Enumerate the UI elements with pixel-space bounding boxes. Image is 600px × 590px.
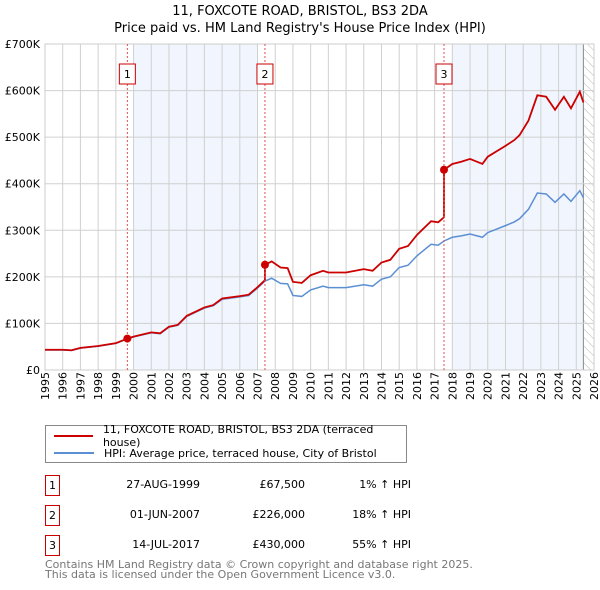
x-tick-label: 2018	[446, 372, 459, 400]
y-tick-label: £400K	[5, 178, 41, 191]
chart-subtitle: Price paid vs. HM Land Registry's House …	[114, 21, 486, 36]
x-tick-label: 2002	[163, 372, 176, 400]
x-tick-label: 2024	[553, 372, 566, 400]
transaction-hpi-change: 55% ↑ HPI	[352, 538, 411, 551]
x-tick-label: 2013	[358, 372, 371, 400]
legend-label-hpi: HPI: Average price, terraced house, City…	[104, 446, 377, 460]
sale-label-number: 1	[124, 68, 131, 81]
transaction-number: 2	[45, 505, 60, 526]
x-tick-label: 2003	[181, 372, 194, 400]
x-tick-label: 2017	[429, 372, 442, 400]
transaction-date: 27-AUG-1999	[126, 478, 200, 491]
x-tick-label: 1997	[74, 372, 87, 400]
footer-licence: This data is licensed under the Open Gov…	[45, 568, 396, 581]
sale-label-box	[435, 63, 453, 85]
footer: Contains HM Land Registry data © Crown c…	[45, 558, 473, 581]
x-tick-label: 2010	[305, 372, 318, 400]
transaction-hpi-change: 1% ↑ HPI	[359, 478, 411, 491]
sale-point	[123, 334, 132, 343]
sale-label-box	[256, 63, 274, 85]
legend-swatch-red	[54, 435, 93, 437]
sale-label-number: 2	[261, 68, 268, 81]
x-tick-label: 1998	[92, 372, 105, 400]
chart-title: 11, FOXCOTE ROAD, BRISTOL, BS3 2DA	[172, 4, 428, 19]
y-tick-label: £700K	[5, 38, 41, 51]
y-tick-label: £100K	[5, 317, 41, 330]
transaction-hpi-change: 18% ↑ HPI	[352, 508, 411, 521]
x-tick-label: 2000	[128, 372, 141, 400]
sale-point	[260, 260, 269, 269]
legend-label-property: 11, FOXCOTE ROAD, BRISTOL, BS3 2DA (terr…	[102, 423, 374, 449]
transaction-number: 3	[45, 535, 60, 556]
legend: 11, FOXCOTE ROAD, BRISTOL, BS3 2DA (terr…	[45, 423, 407, 463]
x-tick-label: 2026	[588, 372, 600, 400]
x-tick-label: 1999	[110, 372, 123, 400]
x-tick-label: 2011	[322, 372, 335, 400]
y-tick-label: £600K	[5, 85, 41, 98]
x-tick-label: 2019	[464, 372, 477, 400]
x-tick-label: 2005	[216, 372, 229, 400]
transaction-date: 01-JUN-2007	[129, 508, 200, 521]
x-tick-label: 2014	[375, 372, 388, 400]
y-tick-label: £500K	[5, 131, 41, 144]
transaction-row: 1 27-AUG-1999 £67,500 1% ↑ HPI	[45, 475, 465, 497]
sale-point	[439, 165, 448, 174]
x-tick-label: 2001	[145, 372, 158, 400]
x-tick-label: 2004	[198, 372, 211, 400]
transaction-price: £67,500	[259, 478, 306, 491]
price-chart: 1995 1996 1997 1998 1999 2000 2001 2002 2003 2004…	[5, 38, 600, 400]
transaction-date: 14-JUL-2017	[132, 538, 200, 551]
sale-label-number: 3	[440, 68, 447, 81]
transaction-row: 2 01-JUN-2007 £226,000 18% ↑ HPI	[45, 505, 465, 527]
plot-frame	[44, 43, 595, 371]
x-tick-label: 2023	[535, 372, 548, 400]
x-tick-label: 2006	[234, 372, 247, 400]
transaction-price: £430,000	[252, 538, 306, 551]
transaction-price: £226,000	[252, 508, 306, 521]
x-tick-label: 2016	[411, 372, 424, 400]
y-tick-label: £200K	[5, 271, 41, 284]
shaded-period	[452, 44, 584, 370]
x-tick-label: 2008	[269, 372, 282, 400]
legend-item-property: 11, FOXCOTE ROAD, BRISTOL, BS3 2DA (terr…	[54, 423, 406, 449]
y-tick-label: £300K	[5, 224, 41, 237]
legend-swatch-blue	[54, 452, 94, 454]
x-tick-label: 1996	[57, 372, 70, 400]
x-tick-label: 2015	[393, 372, 406, 400]
x-tick-label: 1995	[39, 372, 52, 400]
x-tick-label: 2025	[570, 372, 583, 400]
legend-item-hpi: HPI: Average price, terraced house, City…	[54, 445, 377, 461]
transaction-row: 3 14-JUL-2017 £430,000 55% ↑ HPI	[45, 535, 465, 557]
shaded-period	[133, 44, 258, 370]
x-tick-label: 2007	[252, 372, 265, 400]
property-price-line	[45, 89, 585, 352]
y-tick-label: £0	[26, 364, 40, 377]
forecast-hatch	[583, 44, 594, 370]
x-tick-label: 2021	[499, 372, 512, 400]
x-tick-label: 2009	[287, 372, 300, 400]
x-tick-label: 2022	[517, 372, 530, 400]
sale-label-box	[118, 63, 136, 85]
transaction-number: 1	[45, 475, 60, 496]
x-tick-label: 2020	[482, 372, 495, 400]
x-tick-label: 2012	[340, 372, 353, 400]
footer-copyright: Contains HM Land Registry data © Crown c…	[45, 558, 473, 571]
